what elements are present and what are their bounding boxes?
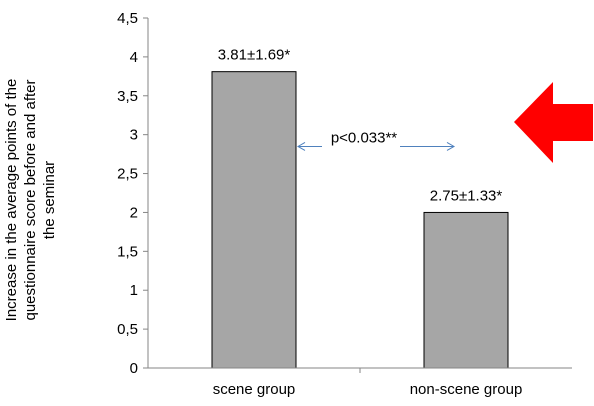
data-label: 3.81±1.69*	[218, 47, 291, 64]
x-tick-label: non-scene group	[410, 381, 523, 398]
x-tick-label: scene group	[213, 381, 296, 398]
y-tick-label: 1,5	[117, 243, 138, 260]
y-tick-label: 1	[130, 282, 138, 299]
y-tick-label: 0	[130, 360, 138, 377]
bar-non-scene-group	[423, 211, 509, 369]
y-axis-title-line-3: the seminar	[41, 161, 58, 239]
comparison-arrowhead-left	[296, 142, 306, 151]
y-tick-label: 0,5	[117, 321, 138, 338]
comparison-label: p<0.033**	[331, 129, 397, 146]
y-tick-label: 3	[130, 127, 138, 144]
bar-scene-group	[211, 71, 297, 369]
y-axis-title: Increase in the average points of the qu…	[3, 79, 58, 322]
y-tick-label: 3,5	[117, 88, 138, 105]
y-axis-ticks: 0 0,5 1 1,5 2 2,5 3 3,5 4 4,5	[117, 10, 148, 377]
data-label: 2.75±1.33*	[430, 187, 503, 204]
y-tick-label: 4	[130, 49, 138, 66]
y-tick-label: 2	[130, 204, 138, 221]
comparison-annotation: p<0.033**	[296, 129, 456, 151]
y-axis-title-line-1: Increase in the average points of the	[3, 79, 20, 322]
y-axis-title-line-2: questionnaire score before and after	[22, 80, 39, 321]
data-labels: 3.81±1.69* 2.75±1.33*	[218, 47, 503, 205]
y-tick-label: 4,5	[117, 10, 138, 27]
bars-group	[211, 71, 509, 369]
red-arrow-icon	[514, 82, 593, 163]
comparison-arrowhead-right	[446, 142, 456, 151]
x-axis-labels: scene group non-scene group	[213, 368, 523, 398]
y-tick-label: 2,5	[117, 166, 138, 183]
